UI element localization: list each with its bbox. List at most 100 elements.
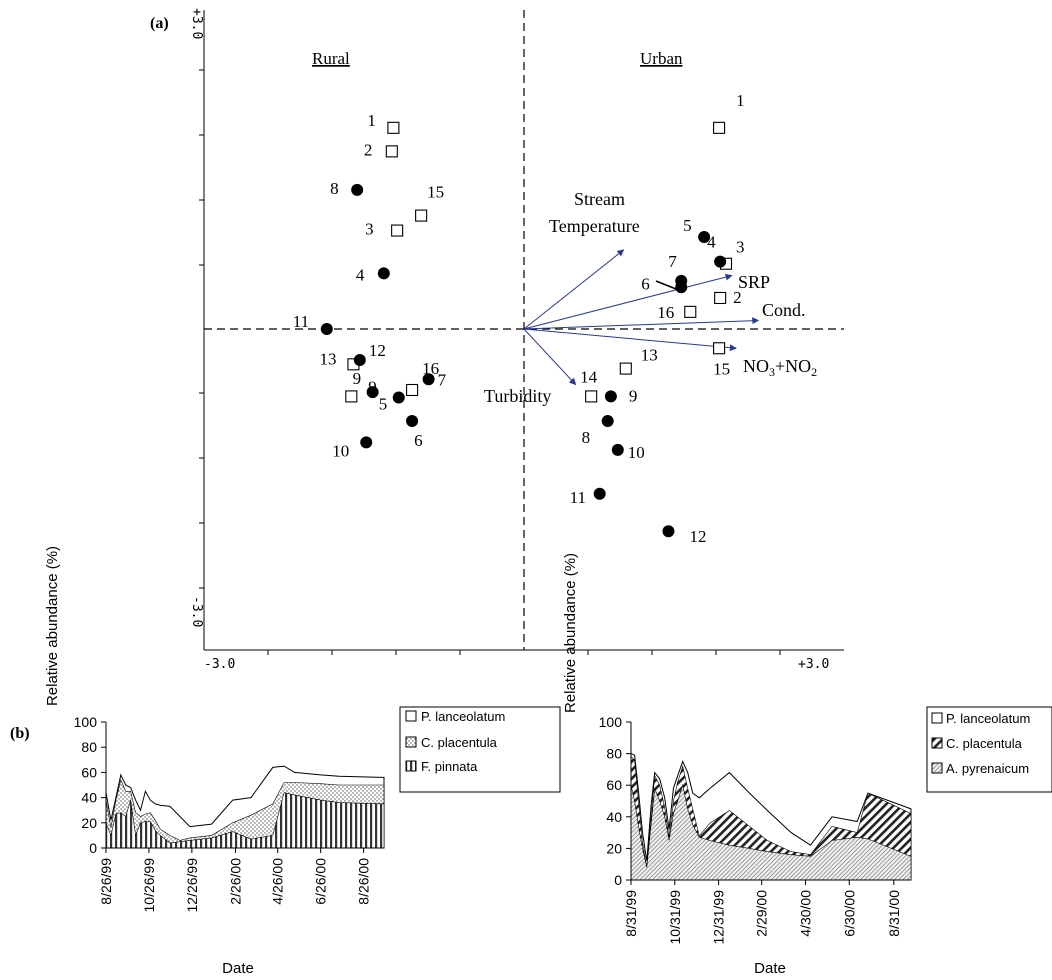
point-label: 3 (736, 238, 745, 257)
open-square-marker (406, 383, 419, 397)
point-label: 9 (353, 369, 362, 388)
vector-label: Turbidity (484, 386, 551, 406)
y-tick-label: 0 (89, 840, 97, 856)
point-label: 15 (713, 359, 730, 378)
point-label: 3 (365, 220, 374, 239)
point-label: 12 (689, 527, 706, 546)
open-square-marker (415, 209, 428, 222)
panel-a-label: (a) (150, 15, 169, 32)
point-label: 6 (641, 274, 650, 293)
filled-circle-marker (422, 373, 435, 386)
filled-circle-marker (714, 255, 727, 268)
x-tick-label: 12/31/99 (711, 890, 727, 945)
x-axis-title: Date (222, 960, 254, 977)
filled-circle-marker (604, 390, 617, 403)
vector-label: Temperature (549, 216, 640, 236)
group-label-urban: Urban (640, 49, 683, 68)
y-tick-label: 40 (606, 809, 622, 825)
filled-circle-marker (366, 386, 379, 399)
y-tick-label: 40 (81, 790, 97, 806)
point-label: 13 (641, 346, 658, 365)
y-axis-title: Relative abundance (%) (562, 553, 579, 713)
x-tick-label: 8/31/00 (886, 890, 902, 937)
y-ticks (199, 69, 204, 589)
point-label: 7 (438, 370, 447, 389)
point-label: 1 (367, 111, 376, 130)
legend-label: P. lanceolatum (946, 711, 1030, 726)
vector-arrow (523, 317, 760, 330)
vector-label: SRP (738, 272, 770, 292)
y-tick-label: 60 (606, 777, 622, 793)
point-label: 10 (628, 443, 645, 462)
x-tick-label: 12/26/99 (184, 858, 200, 913)
filled-circle-marker (675, 281, 688, 294)
point-label: 2 (733, 288, 742, 307)
point-label: 13 (319, 349, 336, 368)
filled-circle-marker (377, 267, 390, 280)
x-tick-label: 8/31/99 (623, 890, 639, 937)
x-tick-label: 6/26/00 (313, 858, 329, 905)
vector-label: NO3+NO2 (743, 356, 817, 379)
legend-label: C. placentula (421, 735, 498, 750)
x-tick-label: 4/30/00 (797, 890, 813, 937)
point-label: 4 (356, 265, 365, 284)
filled-circle-marker (392, 391, 405, 404)
y-tick-label: 100 (599, 714, 623, 730)
x-tick-label: 8/26/99 (98, 858, 114, 905)
x-tick-label-left: -3.0 (204, 657, 235, 672)
filled-circle-marker (353, 354, 366, 367)
point-label: 7 (668, 252, 677, 271)
vector-arrow (523, 328, 577, 386)
point-label: 9 (629, 386, 638, 405)
legend-swatch-3 (405, 760, 417, 772)
filled-circle-marker (611, 443, 624, 456)
y-tick-label-top: +3.0 (189, 8, 204, 39)
point-label: 15 (427, 183, 444, 202)
point-label: 11 (570, 488, 586, 507)
legend-swatch-1 (931, 712, 943, 724)
legend-label: C. placentula (946, 736, 1023, 751)
x-tick-label: 10/31/99 (667, 890, 683, 945)
x-ticks (267, 650, 781, 655)
point-label: 16 (422, 359, 439, 378)
y-tick-label: 80 (81, 739, 97, 755)
legend-swatch-1 (405, 710, 417, 722)
filled-circle-marker (601, 415, 614, 428)
legend-swatch-2 (931, 737, 943, 749)
point-label: 4 (707, 233, 716, 252)
point-label: 8 (582, 428, 591, 447)
y-tick-label-bottom: -3.0 (189, 596, 204, 627)
vector-arrow (523, 273, 733, 330)
area-chart-left: 0 20 40 60 80 100 8/26/99 10/26/99 12/26/99 2/26/… (44, 546, 561, 977)
group-label-rural: Rural (312, 49, 350, 68)
filled-circle-marker (320, 323, 333, 335)
open-square-marker (713, 342, 726, 355)
y-tick-label: 100 (74, 714, 98, 730)
filled-circle-marker (360, 436, 373, 449)
point-label: 1 (736, 91, 745, 110)
x-tick-label: 2/26/00 (227, 858, 243, 905)
point-label: 10 (332, 441, 349, 460)
area-series-3 (630, 784, 912, 881)
y-axis-title: Relative abundance (%) (44, 546, 61, 706)
open-square-marker (714, 291, 727, 305)
y-tick-label: 20 (81, 815, 97, 831)
open-square-marker (391, 224, 404, 237)
filled-circle-marker (351, 183, 364, 196)
filled-circle-marker (406, 415, 419, 428)
panel-b-label: (b) (10, 725, 30, 742)
legend-swatch-3 (931, 762, 943, 774)
open-square-marker (684, 305, 697, 318)
x-tick-label: 8/26/00 (356, 858, 372, 905)
legend: P. lanceolatum C. placentula F. pinnata (399, 706, 561, 793)
filled-circle-marker (698, 230, 711, 243)
filled-circle-marker (593, 487, 606, 500)
vector-arrow (523, 328, 737, 352)
y-tick-label: 80 (606, 746, 622, 762)
open-square-marker (345, 390, 358, 403)
y-tick-label: 20 (606, 840, 622, 856)
point-label: 11 (293, 312, 309, 331)
x-axis-title: Date (754, 960, 786, 977)
area-series-3 (105, 792, 385, 849)
